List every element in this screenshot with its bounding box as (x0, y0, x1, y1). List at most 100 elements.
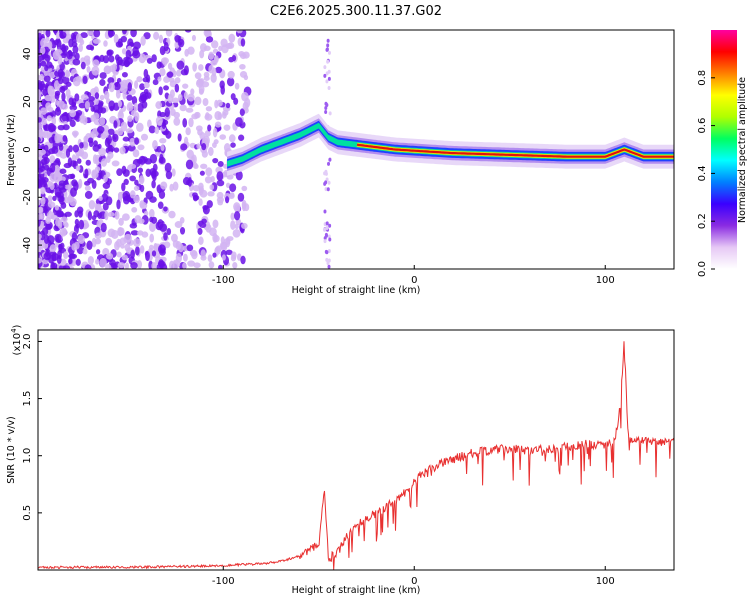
noise-blob (93, 98, 99, 106)
noise-blob (71, 101, 76, 108)
noise-blob (38, 60, 42, 69)
noise-blob (113, 33, 119, 44)
noise-blob (201, 142, 207, 151)
noise-blob (171, 168, 176, 177)
noise-blob (168, 77, 175, 83)
noise-blob (98, 169, 103, 179)
noise-blob (40, 60, 47, 67)
noise-blob (199, 49, 205, 59)
noise-blob (327, 50, 331, 55)
noise-blob (39, 73, 44, 81)
noise-blob (212, 157, 219, 164)
noise-blob (163, 85, 169, 91)
noise-blob (130, 261, 138, 269)
noise-blob (131, 207, 138, 213)
noise-blob (73, 181, 79, 191)
noise-blob (213, 139, 219, 145)
noise-blob (72, 58, 81, 66)
noise-blob (148, 125, 156, 134)
noise-blob (41, 176, 49, 183)
noise-blob (62, 124, 70, 131)
noise-blob (91, 66, 100, 76)
noise-blob (199, 132, 206, 140)
noise-blob (94, 92, 100, 100)
noise-blob (228, 33, 236, 43)
noise-blob (114, 54, 120, 61)
noise-blob (134, 246, 140, 256)
noise-blob (170, 233, 178, 243)
colorbar-gradient (711, 30, 737, 269)
noise-blob (158, 34, 164, 44)
noise-blob (117, 191, 123, 201)
noise-blob (229, 183, 237, 192)
noise-blob (199, 189, 208, 198)
noise-blob (212, 127, 218, 138)
noise-blob (39, 213, 45, 220)
noise-blob (169, 183, 174, 192)
noise-blob (211, 40, 219, 49)
noise-blob (71, 231, 78, 242)
colorbar-tick-label: 0.8 (697, 70, 708, 86)
noise-blob (147, 119, 152, 129)
noise-blob (180, 143, 188, 151)
noise-blob (208, 51, 215, 60)
noise-blob (207, 191, 215, 197)
noise-blob (74, 93, 80, 102)
noise-blob (132, 238, 141, 247)
noise-blob (160, 181, 168, 190)
noise-blob (198, 88, 204, 95)
noise-blob (125, 57, 134, 65)
noise-blob (58, 76, 64, 85)
noise-blob (160, 144, 165, 151)
noise-blob (78, 102, 86, 109)
noise-blob (72, 144, 80, 153)
noise-blob (94, 232, 102, 239)
noise-blob (95, 249, 101, 255)
noise-blob (217, 160, 224, 167)
noise-blob (123, 233, 132, 243)
noise-blob (212, 252, 217, 258)
noise-blob (325, 47, 329, 52)
noise-blob (138, 218, 145, 224)
noise-blob (113, 147, 120, 153)
noise-blob (38, 97, 43, 107)
noise-blob (116, 251, 122, 258)
noise-blob (91, 170, 99, 179)
noise-blob (100, 222, 107, 233)
noise-blob (88, 96, 95, 102)
noise-blob (327, 234, 331, 239)
noise-blob (38, 159, 42, 170)
noise-blob (328, 157, 332, 162)
noise-blob (82, 75, 88, 85)
noise-blob (209, 184, 215, 191)
noise-blob (55, 191, 62, 198)
noise-blob (91, 237, 97, 248)
noise-blob (221, 111, 227, 119)
noise-blob (139, 83, 146, 91)
noise-blob (225, 182, 231, 188)
noise-blob (63, 162, 72, 169)
noise-blob (326, 59, 330, 64)
noise-blob (106, 49, 113, 57)
noise-blob (204, 130, 211, 137)
noise-blob (207, 254, 213, 263)
noise-blob (218, 264, 223, 269)
noise-blob (38, 167, 44, 173)
noise-blob (71, 154, 77, 163)
noise-blob (213, 235, 220, 243)
y-tick-label: 0 (22, 146, 33, 152)
noise-blob (104, 210, 109, 221)
noise-blob (106, 252, 114, 260)
noise-blob (203, 45, 211, 51)
noise-blob (86, 30, 94, 36)
noise-blob (62, 103, 68, 110)
noise-blob (84, 190, 93, 199)
noise-blob (192, 185, 201, 192)
noise-blob (161, 121, 166, 130)
noise-blob (214, 121, 222, 128)
noise-blob (122, 195, 130, 205)
noise-blob (323, 239, 327, 244)
noise-blob (68, 38, 74, 48)
noise-blob (127, 102, 133, 109)
noise-blob (93, 210, 100, 218)
